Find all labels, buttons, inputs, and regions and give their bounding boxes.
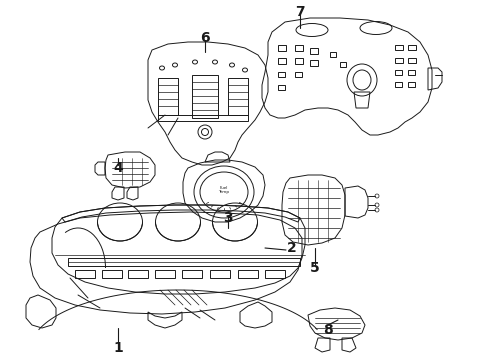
Bar [278, 72, 285, 77]
Bar [408, 45, 416, 50]
Bar [295, 45, 303, 51]
Text: 4: 4 [113, 161, 123, 175]
Bar [408, 58, 416, 63]
Bar [182, 270, 202, 278]
Text: 8: 8 [323, 323, 333, 337]
Bar [265, 270, 285, 278]
Bar [68, 258, 300, 266]
Text: Fuel
Temp: Fuel Temp [219, 186, 229, 194]
Text: 7: 7 [295, 5, 305, 19]
Bar [340, 62, 346, 67]
Bar [295, 72, 302, 77]
Bar [310, 60, 318, 66]
Bar [102, 270, 122, 278]
Bar [75, 270, 95, 278]
Bar [278, 85, 285, 90]
Bar [395, 45, 403, 50]
Bar [408, 70, 415, 75]
Bar [155, 270, 175, 278]
Bar [158, 115, 248, 121]
Bar [310, 48, 318, 54]
Bar [395, 82, 402, 87]
Bar [278, 58, 286, 64]
Text: 3: 3 [223, 211, 233, 225]
Bar [295, 58, 303, 64]
Bar [330, 52, 336, 57]
Bar [408, 82, 415, 87]
Text: 1: 1 [113, 341, 123, 355]
Bar [278, 45, 286, 51]
Bar [395, 58, 403, 63]
Bar [238, 270, 258, 278]
Text: 5: 5 [310, 261, 320, 275]
Text: 2: 2 [287, 241, 297, 255]
Bar [395, 70, 402, 75]
Bar [210, 270, 230, 278]
Text: 6: 6 [200, 31, 210, 45]
Bar [128, 270, 148, 278]
